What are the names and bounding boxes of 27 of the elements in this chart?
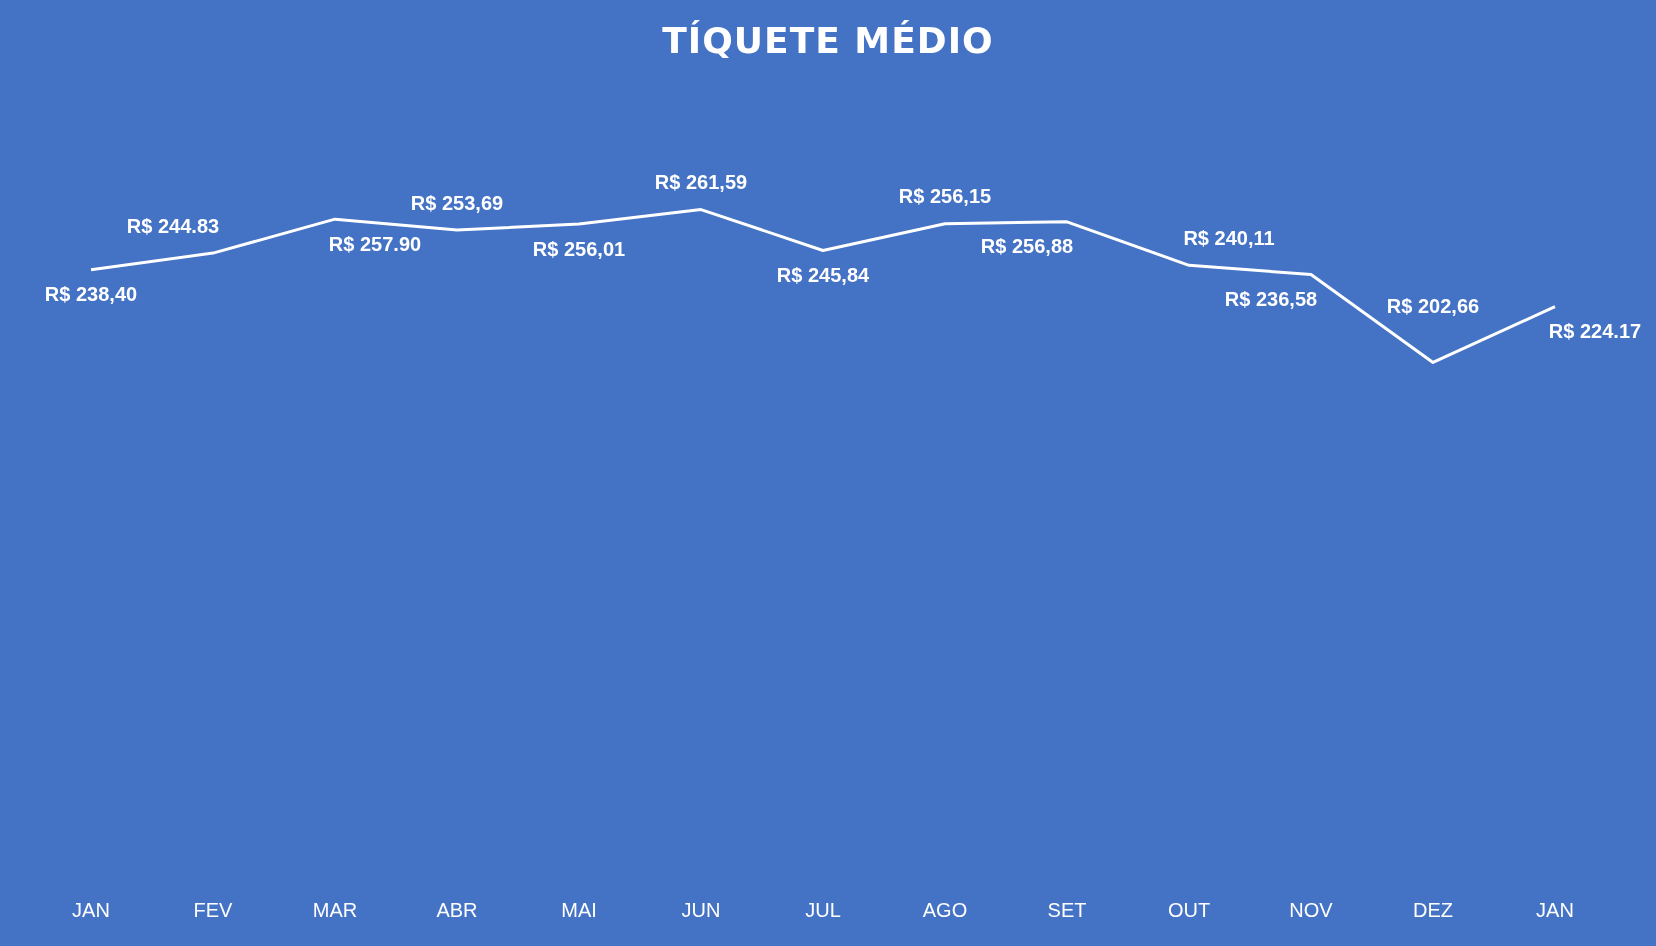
data-label: R$ 256,88 bbox=[980, 235, 1074, 258]
x-tick-label: MAR bbox=[312, 898, 358, 921]
x-tick-label: JUL bbox=[805, 898, 841, 921]
data-label: R$ 261,59 bbox=[654, 171, 748, 194]
x-tick-label: FEV bbox=[193, 898, 234, 921]
chart-title: TÍQUETE MÉDIO bbox=[661, 20, 995, 61]
x-tick-label: JUN bbox=[681, 898, 721, 921]
x-tick-label: MAI bbox=[561, 898, 597, 921]
x-tick-label: AGO bbox=[922, 898, 968, 921]
data-label: R$ 238,40 bbox=[44, 283, 138, 306]
x-tick-label: DEZ bbox=[1413, 898, 1453, 921]
data-label: R$ 257.90 bbox=[328, 232, 422, 255]
data-label: R$ 256,15 bbox=[898, 185, 992, 208]
x-tick-label: OUT bbox=[1167, 898, 1211, 921]
data-label: R$ 253,69 bbox=[410, 191, 504, 214]
x-tick-label: NOV bbox=[1289, 898, 1334, 921]
data-label: R$ 245,84 bbox=[776, 263, 871, 286]
data-label: R$ 236,58 bbox=[1224, 287, 1318, 310]
data-label: R$ 240,11 bbox=[1183, 226, 1275, 249]
data-label: R$ 202,66 bbox=[1386, 294, 1480, 317]
x-tick-label: SET bbox=[1047, 898, 1087, 921]
x-tick-label: JAN bbox=[1536, 898, 1574, 921]
x-tick-label: JAN bbox=[72, 898, 110, 921]
data-label: R$ 256,01 bbox=[532, 237, 626, 260]
data-label: R$ 224.17 bbox=[1548, 320, 1642, 343]
data-label: R$ 244.83 bbox=[126, 214, 220, 237]
x-tick-label: ABR bbox=[436, 898, 478, 921]
